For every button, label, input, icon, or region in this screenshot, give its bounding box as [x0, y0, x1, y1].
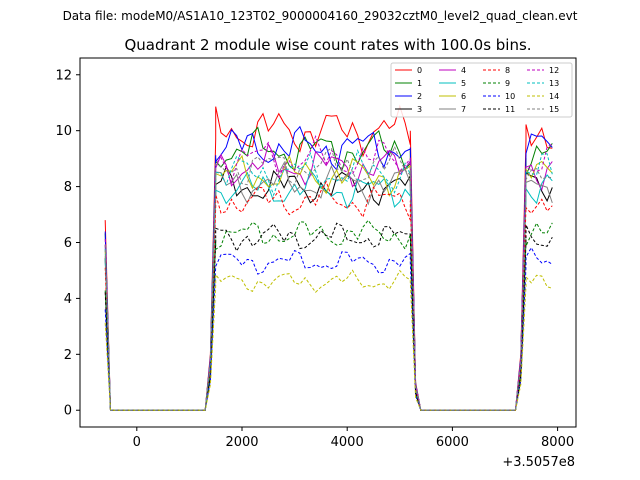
legend-label-4: 4 — [461, 66, 466, 75]
x-tick-label: 8000 — [541, 435, 574, 450]
legend-label-13: 13 — [549, 79, 559, 88]
x-offset-label: +3.5057e8 — [502, 455, 575, 470]
x-tick-label: 4000 — [331, 435, 364, 450]
suptitle: Data file: modeM0/AS1A10_123T02_90000041… — [63, 9, 578, 23]
legend-box — [390, 62, 573, 118]
legend-label-14: 14 — [549, 92, 559, 101]
chart-title: Quadrant 2 module wise count rates with … — [124, 36, 531, 54]
y-tick-label: 10 — [55, 124, 72, 139]
series-line-2 — [104, 125, 553, 411]
series-line-0 — [104, 104, 553, 411]
y-tick-label: 12 — [55, 68, 72, 83]
plot-lines — [104, 104, 553, 411]
series-line-10 — [104, 246, 553, 411]
series-line-8 — [104, 180, 553, 411]
legend-label-5: 5 — [461, 79, 466, 88]
series-line-5 — [104, 168, 553, 411]
y-tick-label: 8 — [64, 180, 72, 195]
series-line-3 — [104, 165, 553, 411]
legend-label-15: 15 — [549, 105, 559, 114]
series-line-14 — [104, 269, 553, 411]
series-line-12 — [104, 134, 553, 411]
series-line-9 — [104, 219, 553, 411]
x-tick-label: 0 — [133, 435, 141, 450]
y-tick-label: 0 — [64, 404, 72, 419]
legend-label-12: 12 — [549, 66, 559, 75]
x-tick-label: 2000 — [225, 435, 258, 450]
series-line-4 — [104, 142, 553, 411]
series-line-1 — [104, 126, 553, 411]
legend-label-1: 1 — [417, 79, 422, 88]
x-axis: 0 2000 4000 6000 8000 — [133, 427, 574, 450]
y-tick-label: 6 — [64, 236, 72, 251]
y-axis: 0 2 4 6 8 10 12 — [55, 68, 80, 419]
series-line-15 — [104, 145, 553, 411]
legend-label-6: 6 — [461, 92, 466, 101]
series-line-11 — [104, 222, 553, 411]
legend-label-10: 10 — [505, 92, 515, 101]
series-line-6 — [104, 154, 553, 411]
series-line-7 — [104, 161, 553, 411]
y-tick-label: 4 — [64, 292, 72, 307]
legend-label-9: 9 — [505, 79, 510, 88]
legend-label-8: 8 — [505, 66, 510, 75]
legend-label-3: 3 — [417, 105, 422, 114]
legend-label-11: 11 — [505, 105, 515, 114]
legend-label-2: 2 — [417, 92, 422, 101]
y-tick-label: 2 — [64, 348, 72, 363]
x-tick-label: 6000 — [436, 435, 469, 450]
legend-label-7: 7 — [461, 105, 466, 114]
legend-label-0: 0 — [417, 66, 422, 75]
